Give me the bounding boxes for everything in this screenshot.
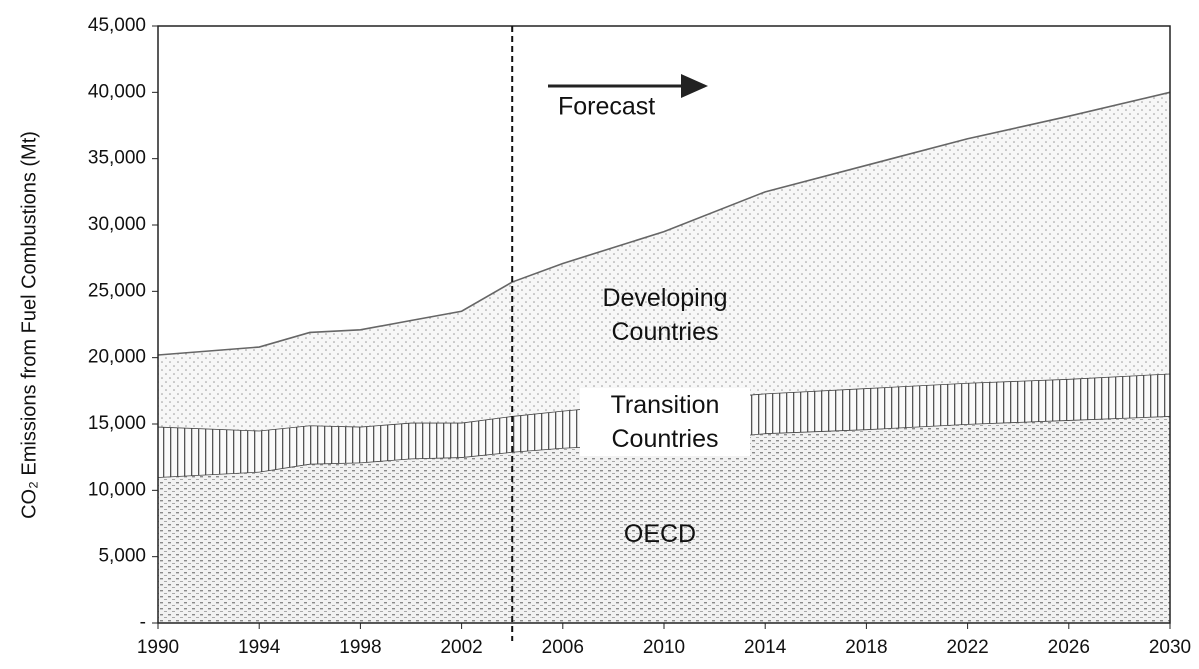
x-tick-label: 1990 [137,637,179,658]
y-tick-label: 45,000 [88,15,146,36]
x-tick-label: 2010 [643,637,685,658]
x-tick-label: 2022 [946,637,988,658]
area [158,416,1170,623]
series-label: OECD [623,520,697,548]
y-tick-label: 20,000 [88,347,146,368]
x-tick-label: 2014 [744,637,787,658]
y-tick-label: 25,000 [88,280,146,301]
y-tick-label: 15,000 [88,413,146,434]
y-axis-label: CO₂ Emissions from Fuel Combustions (Mt) [18,131,40,519]
x-tick-label: 2002 [440,637,482,658]
area [158,92,1170,431]
x-tick-label: 1998 [339,637,381,658]
y-tick-label: - [140,612,146,633]
annotation: Forecast [558,93,655,121]
x-tick-label: 2026 [1048,637,1090,658]
x-tick-label: 2006 [542,637,584,658]
y-tick-label: 10,000 [88,479,146,500]
x-tick-label: 1994 [238,637,281,658]
area-line [157,91,1171,356]
x-tick-label: 2030 [1149,637,1191,658]
x-tick-label: 2018 [845,637,887,658]
y-tick-label: 40,000 [88,81,146,102]
y-tick-label: 30,000 [88,214,146,235]
y-tick-label: 5,000 [98,546,146,567]
series-label: Developing Countries [602,284,728,346]
series-label: Transition Countries [580,388,750,456]
y-tick-label: 35,000 [88,148,146,169]
